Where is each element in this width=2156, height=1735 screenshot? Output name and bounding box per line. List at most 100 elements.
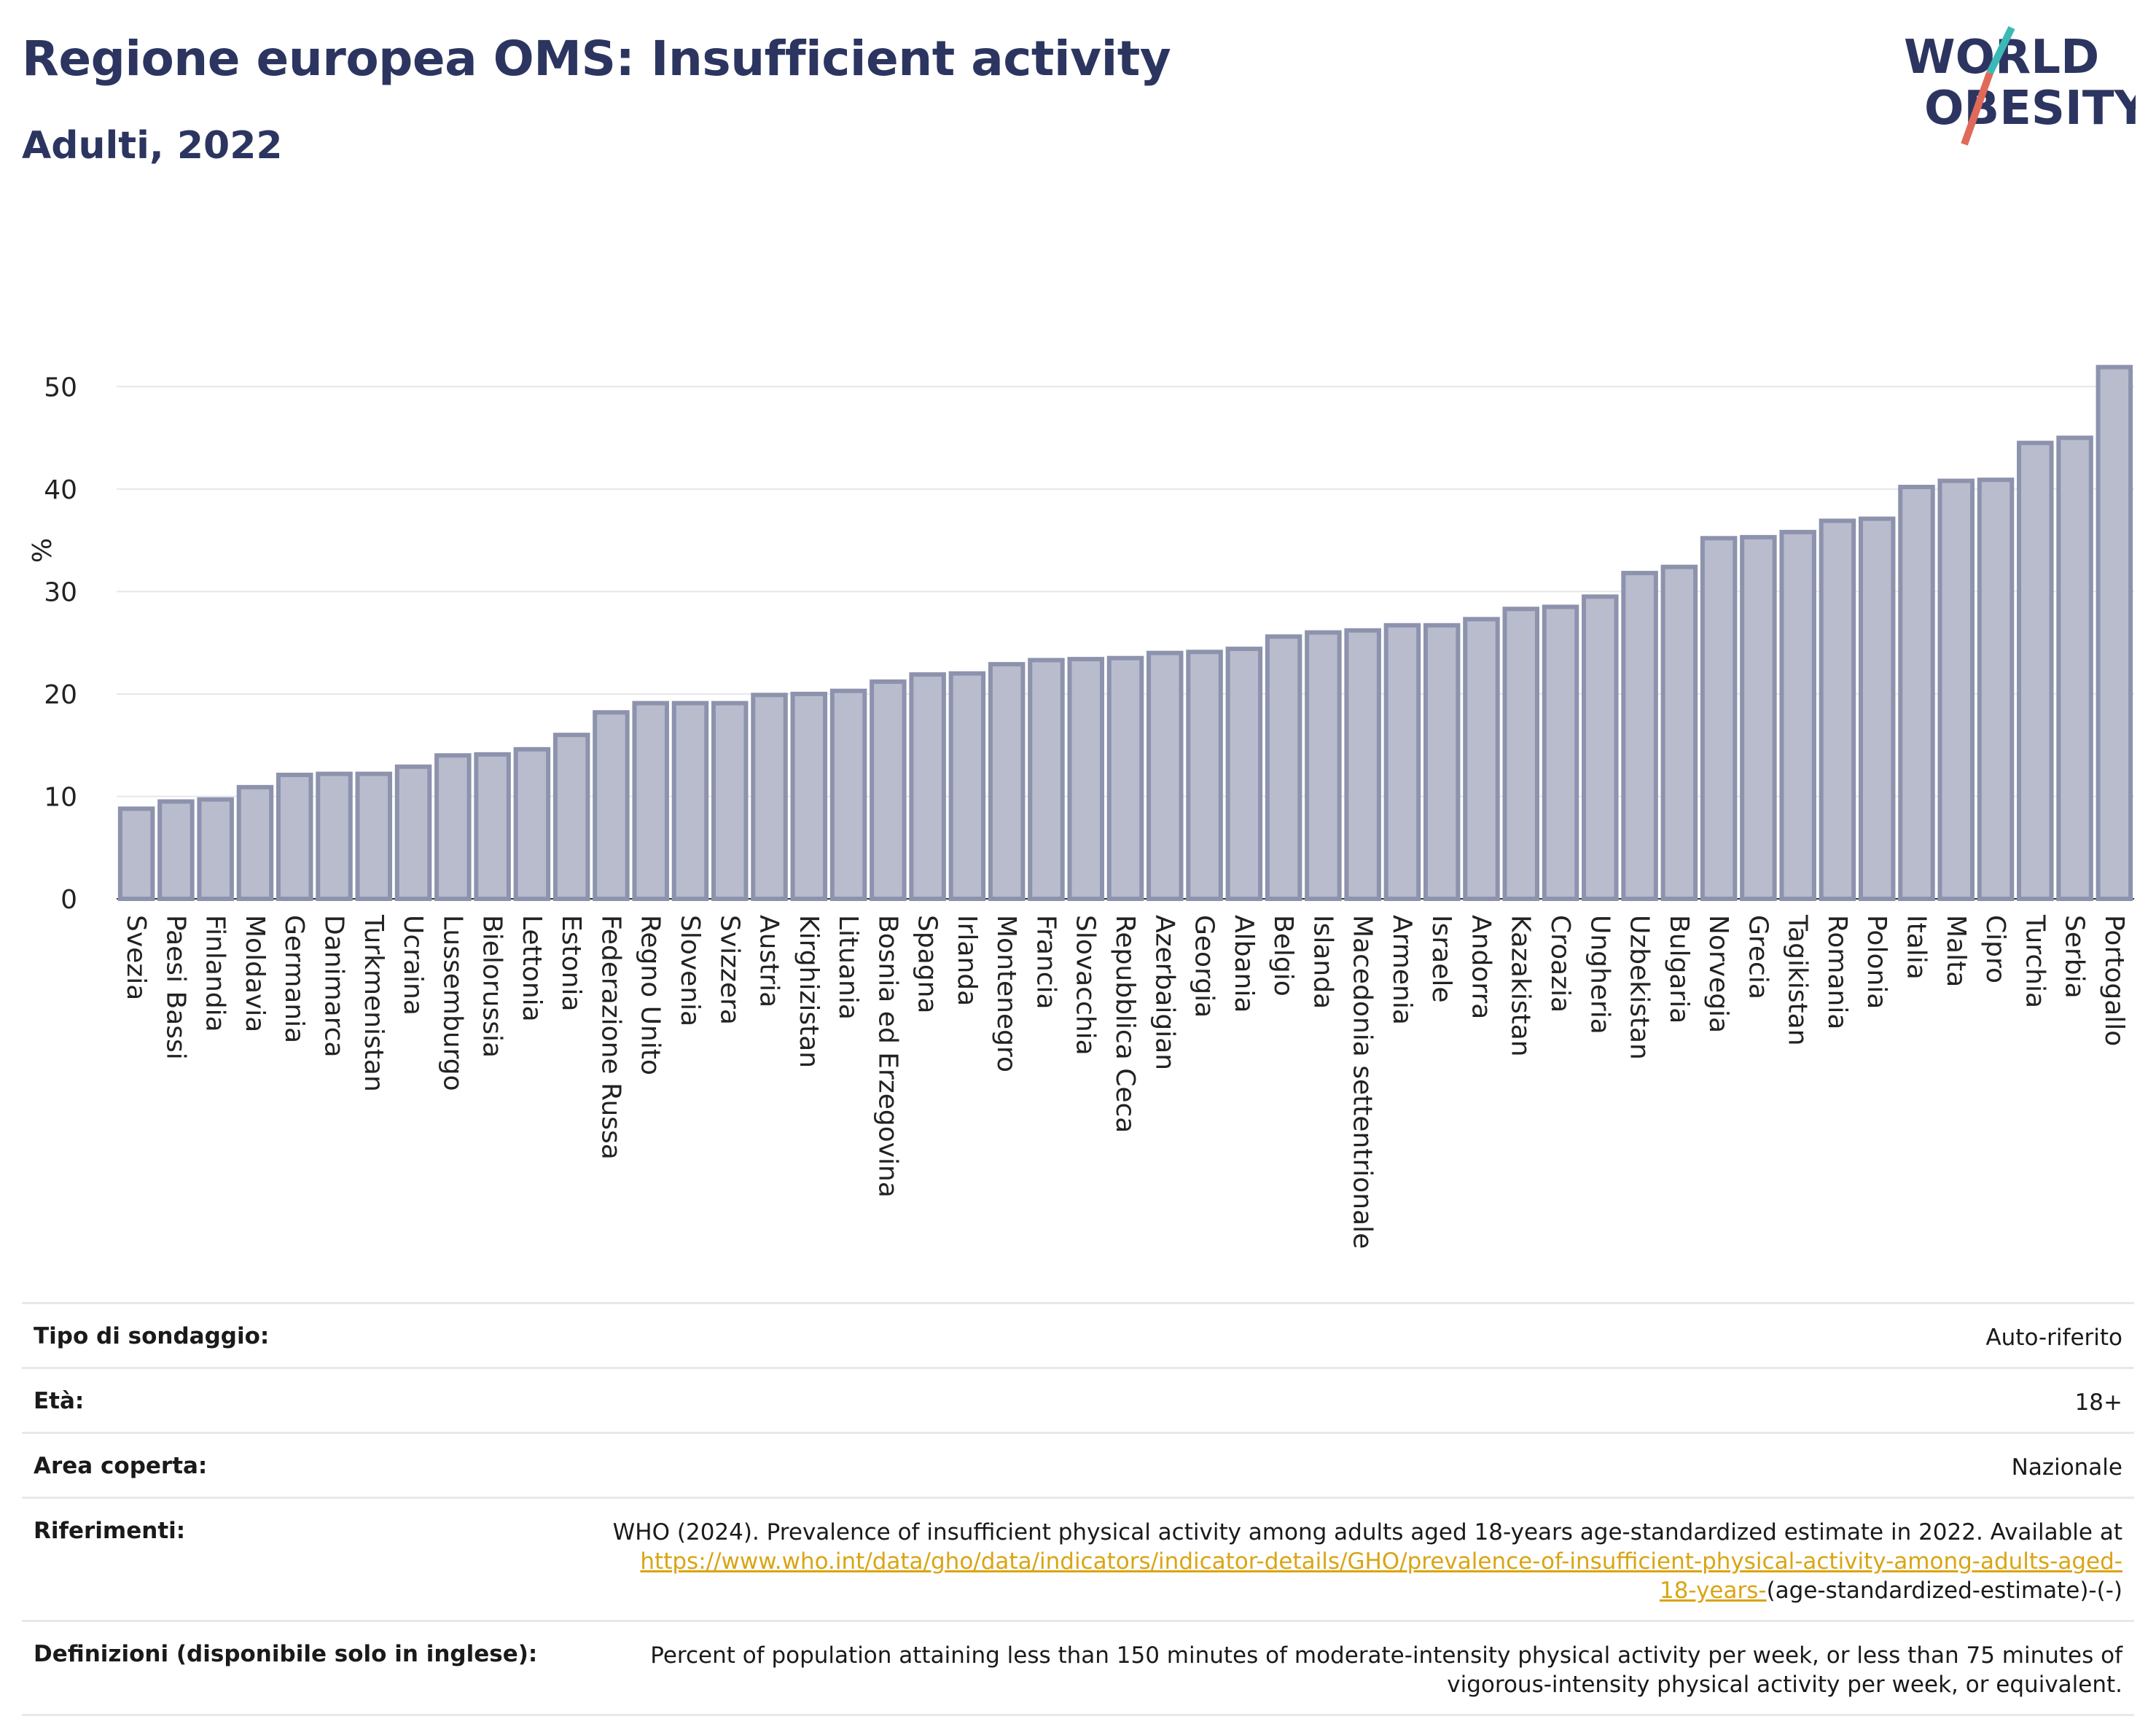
x-tick-label: Svezia: [121, 915, 151, 1000]
x-tick-label: Regno Unito: [636, 915, 665, 1075]
x-tick-label: Romania: [1822, 915, 1852, 1029]
x-tick-label: Turkmenistan: [359, 914, 388, 1092]
bar: [236, 784, 274, 902]
bar: [1700, 536, 1738, 901]
bar: [1621, 571, 1658, 901]
bar: [671, 701, 709, 901]
logo-slash-teal: [1986, 26, 2015, 75]
x-tick-label: Ucraina: [398, 915, 428, 1015]
bar: [2056, 435, 2093, 901]
x-tick-label: Uzbekistan: [1625, 915, 1655, 1060]
x-tick-label: Cipro: [1980, 915, 2010, 983]
x-tick-label: Francia: [1031, 915, 1061, 1010]
bar: [790, 691, 828, 902]
bar: [1582, 594, 1619, 902]
bar: [434, 753, 472, 902]
bar: [1344, 628, 1381, 902]
x-tick-label: Portogallo: [2099, 915, 2129, 1046]
x-tick-label: Italia: [1901, 915, 1931, 980]
age-label: Età:: [34, 1388, 85, 1414]
world-obesity-logo: WORLD OBESITY: [1904, 26, 2136, 146]
x-tick-label: Grecia: [1743, 915, 1773, 999]
y-tick-label: 30: [44, 577, 77, 607]
bar: [1186, 650, 1223, 901]
references-value: WHO (2024). Prevalence of insufficient p…: [613, 1518, 2122, 1605]
bar: [1660, 564, 1698, 902]
info-row-definitions: Definizioni (disponibile solo in inglese…: [22, 1620, 2134, 1716]
bar: [751, 693, 788, 902]
references-text: WHO (2024). Prevalence of insufficient p…: [612, 1519, 2122, 1545]
x-tick-label: Germania: [279, 915, 309, 1043]
bar: [1779, 529, 1816, 901]
bar: [1463, 617, 1500, 901]
y-tick-label: 40: [44, 475, 77, 505]
area-label: Area coperta:: [34, 1453, 208, 1479]
y-tick-label: 20: [44, 680, 77, 710]
x-tick-label: Irlanda: [952, 915, 982, 1006]
bar: [829, 688, 867, 902]
bar: [1028, 658, 1065, 902]
x-tick-label: Israele: [1426, 915, 1456, 1003]
bar: [1819, 518, 1856, 901]
bar: [117, 806, 155, 902]
x-tick-label: Slovacchia: [1071, 915, 1101, 1056]
references-link[interactable]: https://www.who.int/data/gho/data/indica…: [640, 1548, 2122, 1575]
references-label: Riferimenti:: [34, 1518, 186, 1544]
x-tick-label: Macedonia settentrionale: [1348, 915, 1378, 1249]
x-tick-label: Slovenia: [675, 915, 705, 1026]
bar: [474, 752, 511, 902]
y-tick-label: 50: [44, 373, 77, 402]
bar: [2096, 364, 2133, 901]
x-tick-label: Belgio: [1268, 915, 1298, 997]
x-tick-label: Malta: [1941, 915, 1971, 987]
chart-subtitle: Adulti, 2022: [22, 124, 283, 168]
x-tick-label: Danimarca: [319, 915, 349, 1058]
bar: [1383, 623, 1421, 902]
bar: [1740, 534, 1777, 901]
bar: [988, 662, 1026, 901]
x-tick-label: Croazia: [1545, 915, 1575, 1013]
bar: [513, 746, 551, 902]
x-tick-label: Repubblica Ceca: [1110, 915, 1140, 1133]
x-tick-label: Ungheria: [1585, 915, 1614, 1034]
bar: [1858, 516, 1896, 901]
bar: [1067, 657, 1104, 902]
bar: [552, 733, 590, 901]
definitions-line1: Percent of population attaining less tha…: [650, 1642, 2122, 1669]
age-value: 18+: [2074, 1389, 2122, 1416]
bar: [197, 797, 234, 901]
bar: [1305, 630, 1342, 902]
bar: [394, 764, 432, 901]
bar: [1265, 634, 1302, 901]
x-tick-label: Bielorussia: [477, 915, 507, 1058]
y-axis-label: %: [28, 538, 58, 563]
bar: [1898, 485, 1935, 901]
y-tick-label: 0: [60, 885, 77, 915]
survey-label: Tipo di sondaggio:: [34, 1323, 270, 1349]
bar-chart: 0 10 20 30 40 50 % Svezia Paesi Bassi Finlandia…: [28, 364, 2134, 1249]
x-tick-label: Svizzera: [714, 915, 744, 1025]
bar: [1106, 655, 1144, 902]
bars: [117, 364, 2133, 902]
x-tick-label: Lituania: [833, 915, 863, 1020]
logo-line1: WORLD: [1904, 31, 2099, 85]
chart-title: Regione europea OMS: Insufficient activi…: [22, 31, 1171, 87]
bar: [870, 679, 907, 901]
info-table: Tipo di sondaggio: Auto-riferito Età: 18…: [22, 1302, 2134, 1716]
x-tick-label: Turchia: [2020, 914, 2050, 1008]
x-tick-label: Finlandia: [200, 915, 230, 1032]
x-tick-label: Lettonia: [517, 915, 547, 1022]
x-tick-label: Andorra: [1466, 915, 1496, 1019]
references-link-end[interactable]: 18-years-: [1659, 1578, 1767, 1604]
definitions-line2: vigorous-intensity physical activity per…: [1447, 1672, 2122, 1698]
x-tick-label: Bulgaria: [1664, 915, 1694, 1024]
bar: [157, 799, 195, 901]
bar: [1502, 607, 1539, 901]
x-tick-label: Norvegia: [1703, 915, 1733, 1033]
info-row-area: Area coperta: Nazionale: [22, 1432, 2134, 1497]
x-tick-label: Serbia: [2060, 915, 2090, 999]
x-tick-label: Kazakistan: [1506, 915, 1536, 1057]
bar: [593, 710, 630, 901]
bar: [276, 772, 313, 901]
references-tail: (age-standardized-estimate)-(-): [1766, 1578, 2122, 1604]
